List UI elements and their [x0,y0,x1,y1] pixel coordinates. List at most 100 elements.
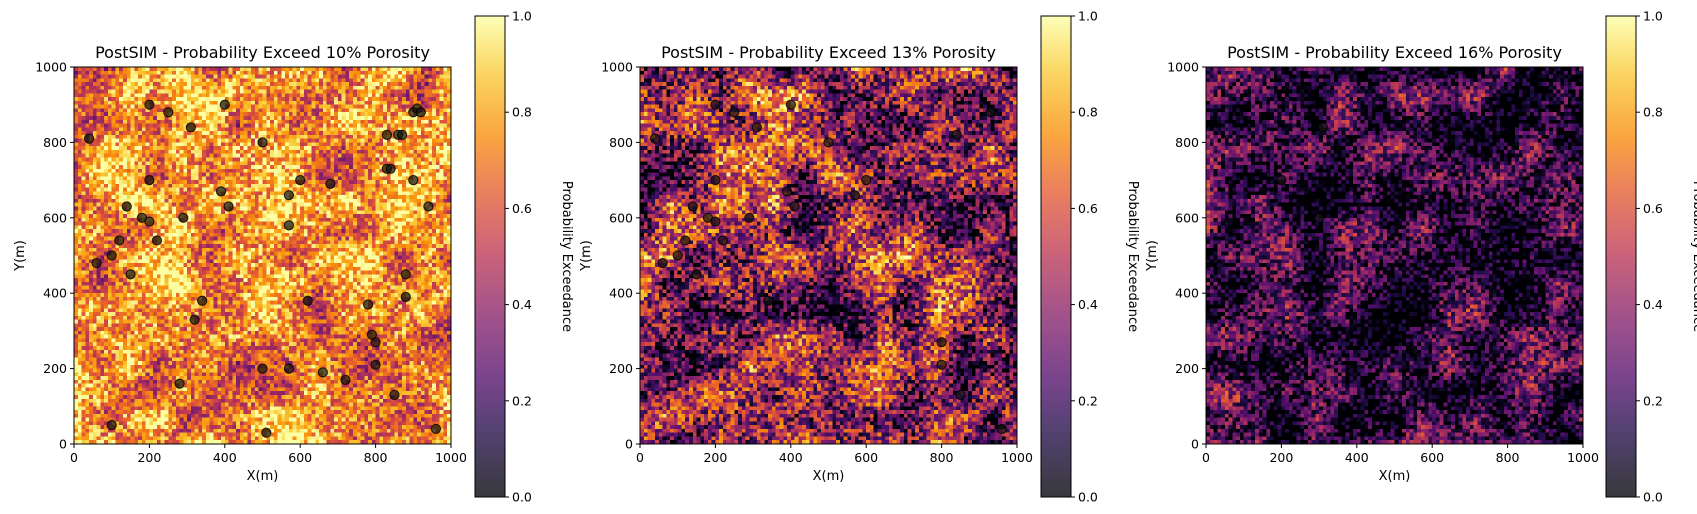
data-point [215,186,227,197]
data-point [744,212,755,223]
x-tick-label: 0 [636,450,644,465]
x-axis-label: X(m) [813,469,845,484]
data-point [340,374,351,386]
data-point [408,175,419,186]
y-tick-label: 0 [625,437,633,452]
data-point [106,420,117,431]
data-point [121,201,132,212]
data-point [83,133,95,144]
colorbar-tick-label: 0.4 [1643,297,1663,312]
y-axis-label: Y(m) [579,240,594,272]
data-point [936,359,947,370]
x-tick-label: 600 [288,450,312,465]
data-point [680,235,691,246]
plot-frame-1 [73,66,452,445]
data-point [302,295,313,306]
data-point [325,178,336,189]
data-point [396,129,408,140]
data-point [261,427,272,438]
x-tick-label: 800 [1496,450,1520,465]
y-tick-label: 400 [1175,286,1199,301]
data-point [1317,122,1328,133]
data-point [789,201,800,212]
colorbar-tick-label: 0.6 [1078,201,1098,216]
data-point [223,201,234,212]
y-tick-label: 800 [43,135,67,150]
data-point [649,133,661,144]
data-point [423,201,434,212]
x-tick-label: 1000 [1001,450,1033,465]
colorbar-tick-label: 1.0 [1078,9,1098,24]
chart-title: PostSIM - Probability Exceed 16% Porosit… [1227,43,1562,62]
data-point [144,175,155,186]
colorbar-tick-label: 0.6 [1643,201,1663,216]
colorbar-tick-label: 0.0 [1643,490,1663,505]
colorbar-tick-label: 1.0 [512,9,532,24]
data-point [955,389,966,401]
x-tick-label: 200 [1269,450,1293,465]
data-point [400,269,411,280]
data-point [717,235,729,246]
data-point [257,363,268,374]
y-tick-label: 800 [1175,135,1199,150]
data-point [283,363,294,374]
data-point [144,216,155,227]
data-point [163,107,174,118]
x-tick-label: 400 [1345,450,1369,465]
colorbar-tick-label: 0.8 [1643,105,1663,120]
data-point [785,99,796,110]
data-point [1276,175,1287,186]
data-point [861,175,872,186]
y-tick-label: 600 [1175,210,1199,225]
x-axis-label: X(m) [1379,469,1411,484]
colorbar-3 [1605,15,1637,498]
y-axis-label: Y(m) [1145,240,1160,272]
data-point [362,299,374,310]
colorbar-label: Probability Exceedance [1125,181,1140,332]
data-point [687,201,698,212]
data-point [385,163,396,174]
data-point [295,175,306,186]
plot-frame-2 [639,66,1018,445]
data-point [751,122,762,133]
colorbar-tick-label: 0.6 [512,201,532,216]
chart-title: PostSIM - Probability Exceed 13% Porosit… [661,43,996,62]
data-point [185,122,196,133]
data-point [672,250,683,261]
x-tick-label: 600 [1420,450,1444,465]
y-tick-label: 600 [43,210,67,225]
y-tick-label: 200 [43,361,67,376]
data-point [849,190,860,201]
x-tick-label: 1000 [1567,450,1599,465]
data-point [125,269,136,280]
data-point [936,337,947,348]
data-point [189,314,200,325]
y-tick-label: 0 [1191,437,1199,452]
x-tick-label: 600 [854,450,878,465]
data-point [219,99,230,110]
data-point [283,220,294,231]
heatmap-raster-2 [640,67,1017,444]
data-point [197,295,208,306]
colorbar-tick-label: 0.2 [512,393,532,408]
y-tick-label: 1000 [1167,60,1199,75]
x-tick-label: 400 [779,450,803,465]
data-point [106,250,117,261]
colorbar-label: Probability Exceedance [1690,181,1697,332]
data-point [144,99,155,110]
colorbar-tick-label: 1.0 [1643,9,1663,24]
y-tick-label: 200 [609,361,633,376]
data-point [781,186,793,197]
colorbar-tick-label: 0.0 [512,490,532,505]
x-tick-label: 800 [930,450,954,465]
x-tick-label: 1000 [435,450,467,465]
data-point [996,423,1008,435]
colorbar-tick-label: 0.2 [1643,393,1663,408]
x-tick-label: 400 [213,450,237,465]
y-tick-label: 400 [609,286,633,301]
data-point [389,389,400,401]
data-point [114,235,125,246]
data-point [370,359,381,370]
y-tick-label: 400 [43,286,67,301]
